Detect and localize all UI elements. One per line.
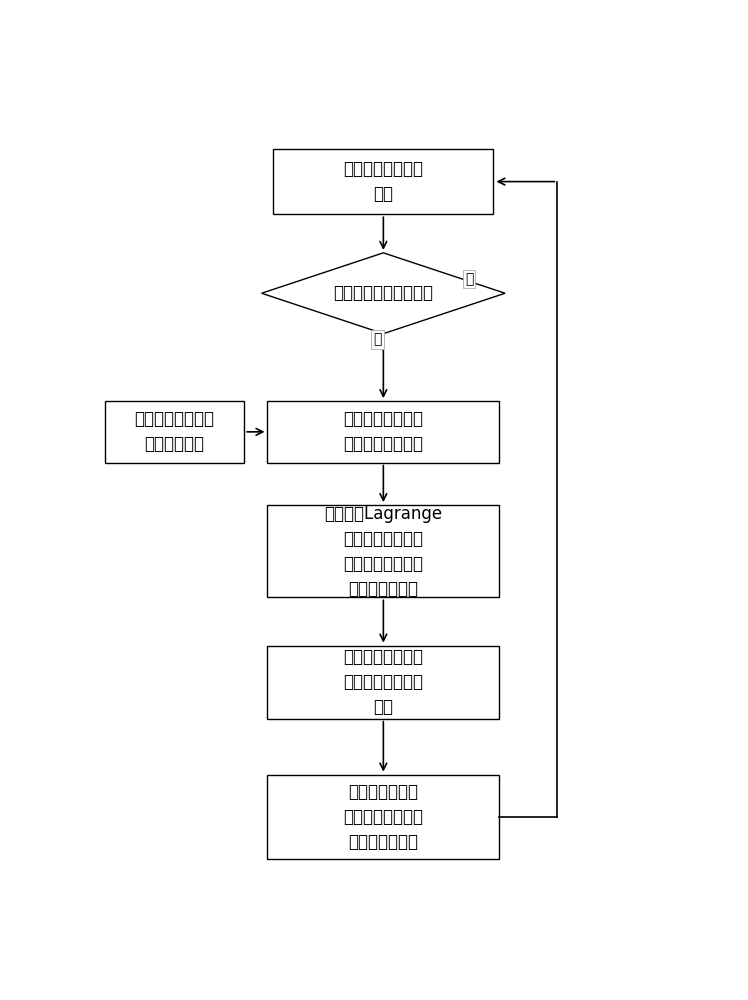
Bar xyxy=(105,401,244,463)
Text: 确定系统当前运行
状态: 确定系统当前运行 状态 xyxy=(343,160,423,203)
Polygon shape xyxy=(262,253,505,334)
Bar xyxy=(273,149,494,214)
Text: 是否发生变化直流闭锁: 是否发生变化直流闭锁 xyxy=(334,284,433,302)
Text: 频率调节过程结
束，重置各回直流
频率限制控制器: 频率调节过程结 束，重置各回直流 频率限制控制器 xyxy=(343,783,423,851)
Bar xyxy=(267,774,499,859)
Bar xyxy=(267,646,499,719)
Text: 计算系统领先机组
和灵敏度集合: 计算系统领先机组 和灵敏度集合 xyxy=(135,410,215,453)
Text: 更新直流频率限制
控制器增益并投入
运行: 更新直流频率限制 控制器增益并投入 运行 xyxy=(343,648,423,716)
Bar xyxy=(267,401,499,463)
Text: 否: 否 xyxy=(465,272,473,286)
Bar xyxy=(267,505,499,597)
Text: 选择投入频率限制
控制器的直流系统: 选择投入频率限制 控制器的直流系统 xyxy=(343,410,423,453)
Text: 是: 是 xyxy=(373,332,381,346)
Text: 采用采用Lagrange
乘数法，对各直流
频率限制控制器增
益进行协调优化: 采用采用Lagrange 乘数法，对各直流 频率限制控制器增 益进行协调优化 xyxy=(325,505,442,598)
